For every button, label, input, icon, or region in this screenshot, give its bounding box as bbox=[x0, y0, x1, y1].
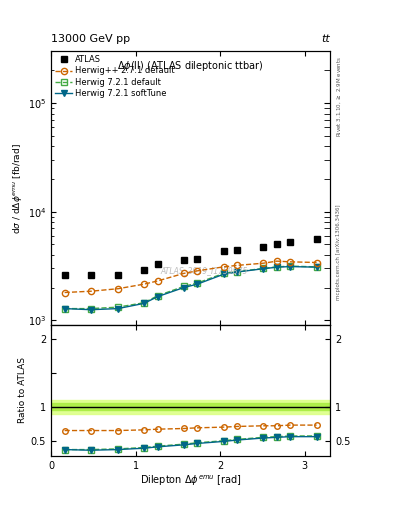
Herwig 7.2.1 softTune bbox=[116, 306, 120, 312]
Herwig++ 2.7.1 default bbox=[182, 270, 186, 276]
Text: ATLAS_2019_I1759875: ATLAS_2019_I1759875 bbox=[161, 266, 248, 275]
Herwig 7.2.1 default bbox=[314, 264, 319, 270]
Herwig++ 2.7.1 default bbox=[221, 264, 226, 270]
Bar bbox=[51, 400, 330, 414]
Herwig 7.2.1 default bbox=[62, 306, 67, 312]
Herwig 7.2.1 softTune bbox=[62, 306, 67, 312]
ATLAS bbox=[155, 261, 160, 267]
Herwig 7.2.1 default bbox=[261, 265, 266, 271]
ATLAS bbox=[116, 272, 120, 278]
Herwig 7.2.1 default bbox=[155, 293, 160, 299]
Text: 13000 GeV pp: 13000 GeV pp bbox=[51, 33, 130, 44]
ATLAS bbox=[62, 272, 67, 278]
Herwig++ 2.7.1 default bbox=[116, 286, 120, 292]
Line: Herwig++ 2.7.1 default: Herwig++ 2.7.1 default bbox=[61, 258, 320, 295]
Herwig++ 2.7.1 default bbox=[155, 278, 160, 284]
Line: Herwig 7.2.1 softTune: Herwig 7.2.1 softTune bbox=[61, 264, 320, 313]
Herwig++ 2.7.1 default bbox=[261, 260, 266, 266]
Herwig 7.2.1 softTune bbox=[221, 271, 226, 278]
Text: $\Delta\phi$(ll) (ATLAS dileptonic ttbar): $\Delta\phi$(ll) (ATLAS dileptonic ttbar… bbox=[117, 59, 264, 73]
Herwig 7.2.1 softTune bbox=[195, 281, 200, 287]
Herwig 7.2.1 softTune bbox=[261, 266, 266, 272]
ATLAS bbox=[142, 267, 147, 273]
Herwig 7.2.1 softTune bbox=[182, 285, 186, 291]
Text: mcplots.cern.ch [arXiv:1306.3436]: mcplots.cern.ch [arXiv:1306.3436] bbox=[336, 205, 341, 301]
ATLAS bbox=[88, 272, 93, 278]
Herwig 7.2.1 default bbox=[221, 270, 226, 276]
Herwig++ 2.7.1 default bbox=[288, 259, 293, 265]
ATLAS bbox=[182, 257, 186, 263]
Herwig 7.2.1 softTune bbox=[235, 269, 239, 275]
Y-axis label: Ratio to ATLAS: Ratio to ATLAS bbox=[18, 357, 27, 423]
Herwig++ 2.7.1 default bbox=[142, 281, 147, 287]
Herwig 7.2.1 default bbox=[88, 306, 93, 312]
ATLAS bbox=[235, 247, 239, 253]
Herwig 7.2.1 default bbox=[182, 283, 186, 289]
Herwig 7.2.1 softTune bbox=[288, 264, 293, 270]
Herwig 7.2.1 default bbox=[288, 263, 293, 269]
Herwig++ 2.7.1 default bbox=[274, 258, 279, 264]
Herwig++ 2.7.1 default bbox=[62, 289, 67, 295]
ATLAS bbox=[288, 240, 293, 246]
Line: Herwig 7.2.1 default: Herwig 7.2.1 default bbox=[61, 263, 320, 312]
ATLAS bbox=[261, 244, 266, 250]
Y-axis label: d$\sigma$ / d$\Delta\phi^{emu}$ [fb/rad]: d$\sigma$ / d$\Delta\phi^{emu}$ [fb/rad] bbox=[11, 143, 24, 233]
Line: ATLAS: ATLAS bbox=[61, 236, 320, 279]
ATLAS bbox=[274, 241, 279, 247]
ATLAS bbox=[314, 236, 319, 242]
Herwig 7.2.1 softTune bbox=[274, 264, 279, 270]
Herwig 7.2.1 default bbox=[116, 304, 120, 310]
Legend: ATLAS, Herwig++ 2.7.1 default, Herwig 7.2.1 default, Herwig 7.2.1 softTune: ATLAS, Herwig++ 2.7.1 default, Herwig 7.… bbox=[53, 54, 176, 99]
Herwig 7.2.1 softTune bbox=[142, 301, 147, 307]
Herwig 7.2.1 default bbox=[274, 264, 279, 270]
Herwig++ 2.7.1 default bbox=[314, 260, 319, 266]
Herwig 7.2.1 softTune bbox=[88, 307, 93, 313]
X-axis label: Dilepton $\Delta\phi^{emu}$ [rad]: Dilepton $\Delta\phi^{emu}$ [rad] bbox=[140, 473, 241, 488]
ATLAS bbox=[221, 248, 226, 254]
Herwig 7.2.1 default bbox=[142, 300, 147, 306]
Herwig++ 2.7.1 default bbox=[235, 262, 239, 268]
Herwig 7.2.1 softTune bbox=[155, 293, 160, 300]
Herwig++ 2.7.1 default bbox=[195, 268, 200, 274]
Text: tt: tt bbox=[321, 33, 330, 44]
Herwig 7.2.1 default bbox=[235, 269, 239, 275]
Herwig 7.2.1 softTune bbox=[314, 264, 319, 270]
Text: Rivet 3.1.10, $\geq$ 2.9M events: Rivet 3.1.10, $\geq$ 2.9M events bbox=[336, 56, 343, 137]
Herwig++ 2.7.1 default bbox=[88, 288, 93, 294]
Bar bbox=[51, 403, 330, 410]
Herwig 7.2.1 default bbox=[195, 280, 200, 286]
ATLAS bbox=[195, 255, 200, 262]
